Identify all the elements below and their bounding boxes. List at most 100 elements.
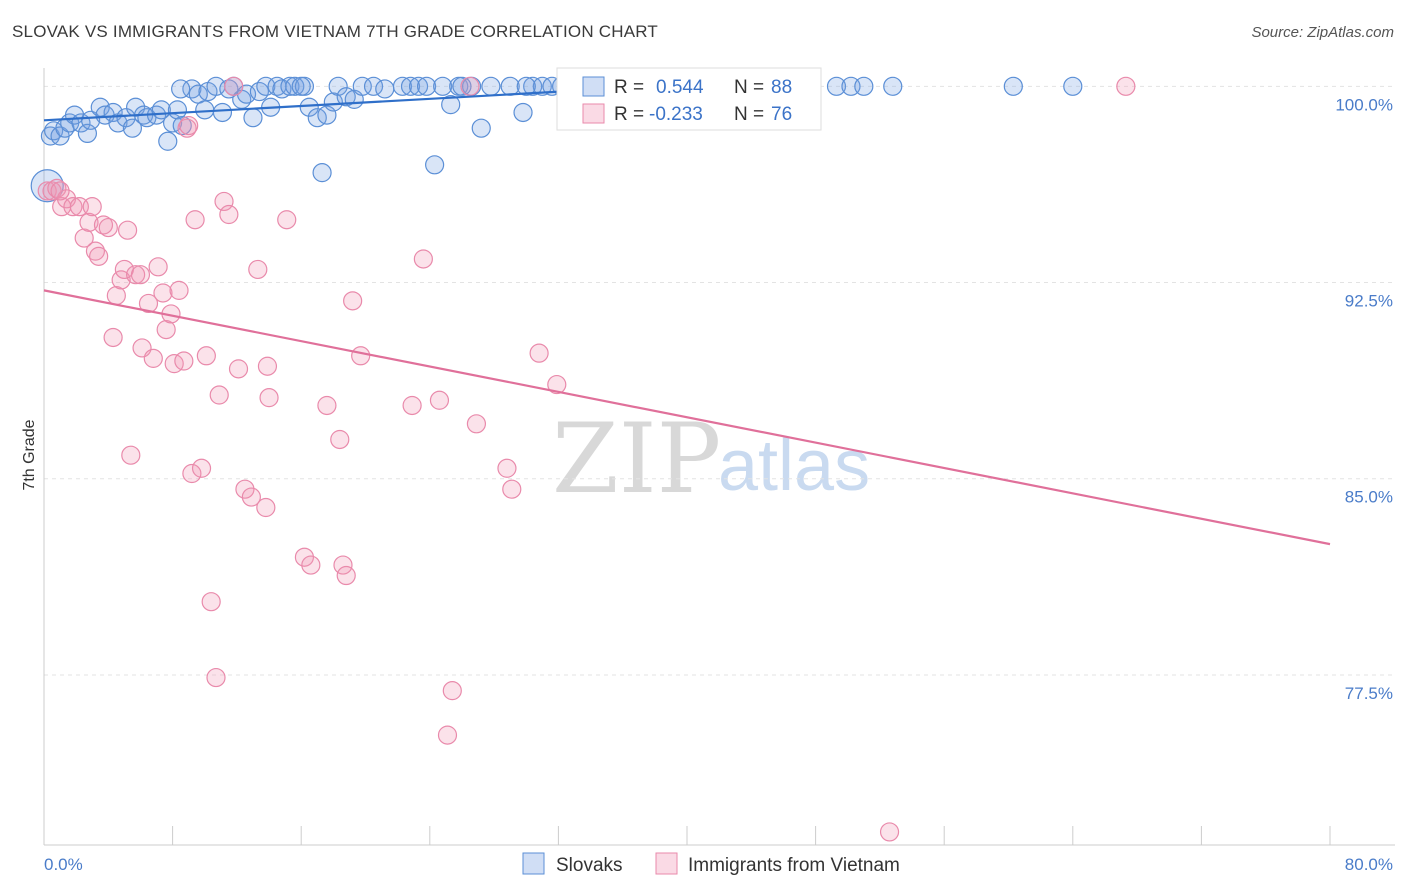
vietnam-point — [98, 217, 118, 238]
slovaks-point — [44, 121, 64, 141]
vietnam-point — [224, 76, 244, 96]
legend-r-label-1: R = — [614, 77, 644, 98]
slovaks-point — [256, 76, 276, 96]
slovaks-point — [433, 76, 453, 96]
slovaks-point — [285, 76, 305, 96]
vietnam-point — [460, 76, 480, 96]
bottom-legend-vietnam: Immigrants from Vietnam — [688, 855, 900, 876]
vietnam-point — [74, 228, 94, 248]
slovaks-point — [481, 76, 501, 96]
slovaks-point — [299, 97, 319, 117]
x-tick-labels: 0.0% 80.0% — [44, 855, 1393, 874]
legend-r-value-2: -0.233 — [649, 104, 703, 125]
slovaks-point — [375, 79, 395, 99]
vietnam-point — [117, 220, 138, 240]
slovaks-point — [425, 155, 445, 175]
chart-title: SLOVAK VS IMMIGRANTS FROM VIETNAM 7TH GR… — [12, 22, 658, 41]
gridlines — [44, 85, 1395, 676]
vietnam-point — [301, 555, 321, 575]
vietnam-point — [111, 270, 131, 290]
vietnam-point — [1116, 76, 1136, 96]
vietnam-point — [466, 414, 487, 434]
vietnam-point — [138, 293, 159, 314]
y-tick-label: 77.5% — [1345, 684, 1393, 703]
slovaks-point — [249, 81, 270, 102]
vietnam-point — [201, 592, 221, 612]
vietnam-point — [879, 822, 900, 842]
vietnam-point — [47, 178, 67, 198]
vietnam-point — [179, 115, 199, 136]
slovaks-point — [532, 76, 552, 96]
slovaks-point — [312, 163, 332, 183]
vietnam-point — [336, 565, 356, 586]
slovaks-point — [523, 76, 543, 96]
x-tick-label: 80.0% — [1345, 855, 1393, 874]
vietnam-point — [143, 348, 163, 368]
legend-n-label-1: N = — [734, 77, 764, 98]
slovaks-point — [352, 76, 372, 96]
slovaks-point — [854, 76, 874, 96]
vietnam-point — [497, 458, 517, 478]
y-tick-label: 85.0% — [1345, 488, 1393, 507]
slovaks-point — [81, 110, 101, 130]
slovaks-point — [280, 76, 300, 96]
vietnam-point — [330, 429, 350, 450]
vietnam-point — [209, 385, 229, 405]
vietnam-point — [82, 197, 102, 217]
vietnam-point — [277, 210, 297, 230]
slovaks-point — [323, 92, 343, 112]
vietnam-point — [437, 725, 458, 745]
bottom-legend-swatch-vietnam — [655, 852, 678, 875]
vietnam-point — [153, 283, 173, 303]
vietnam-point — [219, 204, 239, 225]
vietnam-point — [259, 388, 279, 408]
legend-r-value-1: 0.544 — [656, 77, 704, 98]
vietnam-point — [235, 479, 255, 499]
vietnam-point — [294, 547, 315, 567]
vietnam-point — [257, 356, 278, 376]
vietnam-point — [50, 181, 70, 201]
slovaks-point — [1063, 76, 1083, 96]
slovaks-point — [500, 76, 520, 96]
vietnam-point — [79, 212, 99, 232]
legend-swatch-pink — [582, 103, 605, 124]
vietnam-point — [185, 210, 205, 230]
slovaks-point — [195, 100, 215, 120]
y-tick-label: 100.0% — [1335, 95, 1393, 114]
vietnam-point — [85, 241, 106, 261]
slovaks-point — [167, 100, 188, 120]
vietnam-point — [121, 445, 141, 465]
slovaks-point — [441, 95, 461, 115]
vietnam-point — [156, 320, 176, 340]
vietnam-point — [317, 395, 337, 416]
vietnam-point — [148, 257, 168, 277]
vietnam-point — [333, 555, 353, 575]
slovaks-point — [182, 79, 202, 99]
vietnam-point — [529, 343, 549, 363]
y-tick-label: 92.5% — [1345, 292, 1393, 311]
vietnam-point — [413, 249, 433, 269]
vietnam-point — [442, 681, 462, 701]
vietnam-point — [174, 351, 194, 371]
slovaks-point — [122, 118, 143, 138]
slovaks-point — [363, 76, 384, 96]
y-tick-labels: 100.0% 92.5% 85.0% 77.5% — [1335, 95, 1393, 703]
slovaks-trend-line — [43, 85, 655, 122]
slovaks-point — [328, 76, 348, 96]
slovaks-point — [883, 76, 903, 96]
slovaks-point — [416, 76, 437, 96]
slovaks-point — [212, 102, 233, 123]
vietnam-point — [130, 265, 151, 285]
watermark-zip: ZIP — [552, 403, 721, 515]
slovaks-point — [400, 76, 421, 96]
slovaks-point — [516, 76, 536, 96]
vietnam-point — [502, 479, 522, 499]
vietnam-point — [63, 197, 83, 217]
axes — [43, 68, 1395, 846]
vietnam-point — [228, 359, 249, 379]
source-label: Source: ZipAtlas.com — [1251, 24, 1394, 41]
slovaks-point — [243, 108, 263, 128]
slovaks-point — [171, 79, 191, 99]
vietnam-point — [103, 327, 123, 348]
vietnam-point — [196, 346, 216, 366]
